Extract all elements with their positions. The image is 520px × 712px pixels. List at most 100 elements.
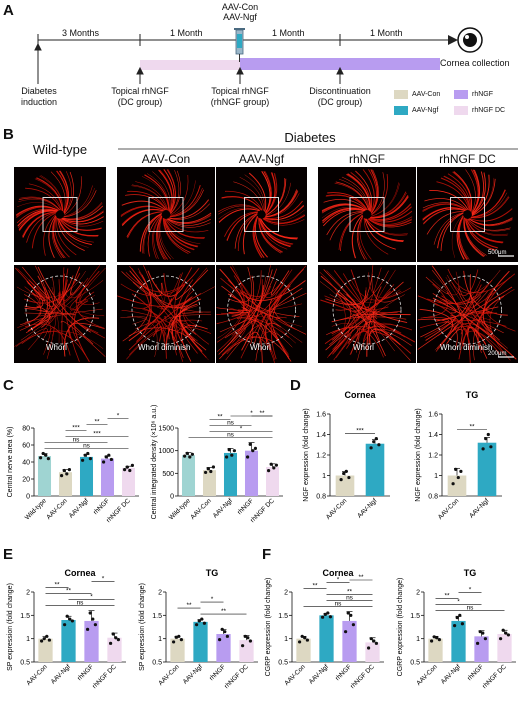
f-left-bar-3 xyxy=(365,642,380,662)
e-left-xtick-label-3: rhNGF DC xyxy=(91,663,118,690)
c-left-xtick-label-2: AAV-Ngf xyxy=(68,497,90,519)
d-left-ytick-label-0: 0.8 xyxy=(316,494,326,501)
d-right-ytick-label-2: 1.2 xyxy=(428,453,438,460)
f-right-point-1-2 xyxy=(458,613,462,617)
f-left-point-2-3 xyxy=(351,623,355,627)
c-left-xtick-label-1: AAV-Con xyxy=(45,497,69,521)
c-right-point-3-0 xyxy=(246,455,250,459)
c-left-point-2-1 xyxy=(83,453,87,457)
panel-letter-c: C xyxy=(3,377,14,394)
event-topical-dc: Topical rhNGF (DC group) xyxy=(100,86,180,108)
d-right-point-0-2 xyxy=(456,475,460,480)
e-right-ylabel: SP expression (fold change) xyxy=(139,583,146,671)
event-diabetes-line1: Diabetes xyxy=(21,86,57,96)
d-right-ytick-label-3: 1.4 xyxy=(428,432,438,439)
f-right-point-0-0 xyxy=(430,639,434,643)
d-right-sig-label-0: ** xyxy=(469,424,475,431)
f-right-point-2-3 xyxy=(483,637,487,641)
c-left-sig-label-3: *** xyxy=(72,425,80,432)
e-right-point-3-2 xyxy=(246,636,250,640)
e-right-point-3-1 xyxy=(243,634,247,638)
legend-swatch-rhngf-dc xyxy=(454,106,468,115)
f-left-point-1-1 xyxy=(323,612,327,617)
c-right-point-0-2 xyxy=(188,455,192,459)
e-right-point-0-3 xyxy=(179,638,183,642)
c-left-sig-label-1: ns xyxy=(73,437,81,444)
e-right-point-2-2 xyxy=(223,630,227,634)
d-left-point-0-1 xyxy=(342,471,346,476)
c-left-ytick-label-1: 20 xyxy=(22,477,30,484)
d-right-xtick-label-0: AAV-Con xyxy=(437,497,461,521)
d-right-ytick-label-1: 1 xyxy=(434,473,438,480)
f-left-xtick-label-3: rhNGF DC xyxy=(349,663,376,690)
f-right-xtick-label-3: rhNGF DC xyxy=(481,663,508,690)
f-right-point-2-1 xyxy=(478,630,482,634)
e-left-xtick-label-2: rhNGF xyxy=(76,663,95,682)
e-left-point-2-0 xyxy=(86,627,90,631)
e-left-title: Cornea xyxy=(64,568,96,578)
f-left-point-1-3 xyxy=(328,615,332,619)
f-left-point-3-2 xyxy=(372,639,376,643)
diabetes-bracket xyxy=(118,148,518,150)
e-right-xtick-label-0: AAV-Con xyxy=(157,663,181,687)
d-right-bar-0 xyxy=(447,475,467,496)
legend-swatch-aav-ngf xyxy=(394,106,408,115)
c-left-ylabel: Central nerve area (%) xyxy=(7,427,14,498)
f-right-ytick-label-1: 1 xyxy=(416,636,420,643)
e-left-point-1-2 xyxy=(68,617,72,621)
d-left-point-1-3 xyxy=(377,443,381,447)
f-left-sig-label-5: ** xyxy=(358,574,364,581)
c-right-point-1-3 xyxy=(211,465,215,469)
panel-letter-a: A xyxy=(3,2,14,19)
f-right-point-1-1 xyxy=(455,616,459,620)
d-right-xtick-label-1: AAV-Ngf xyxy=(468,497,490,519)
e-right-ytick-label-0: 0.5 xyxy=(152,660,162,667)
timeline-arrowhead xyxy=(448,35,458,45)
column-header-rhngf-dc: rhNGF DC xyxy=(439,152,496,166)
e-left-point-1-0 xyxy=(63,623,67,627)
timeline-svg xyxy=(34,27,483,115)
d-left-ytick-label-1: 1 xyxy=(322,473,326,480)
c-right-point-0-0 xyxy=(183,454,187,458)
diabetes-header: Diabetes xyxy=(284,130,336,145)
d-left-ytick-label-4: 1.6 xyxy=(316,412,326,419)
e-left-sig-label-2: ** xyxy=(66,588,72,595)
d-right-point-1-1 xyxy=(484,437,488,441)
f-right-point-2-2 xyxy=(481,631,485,635)
d-left-bar-0 xyxy=(335,475,355,496)
legend-label-aav-ngf: AAV-Ngf xyxy=(412,107,439,114)
cornea-overview-image-5 xyxy=(417,167,518,262)
c-left-point-1-1 xyxy=(62,468,66,473)
e-left-bar-0 xyxy=(38,638,53,662)
c-right-ytick-label-3: 1500 xyxy=(158,426,174,433)
d-left-bar-1 xyxy=(365,443,385,496)
event-diabetes: Diabetes induction xyxy=(8,86,70,108)
c-left-bar-4 xyxy=(121,467,136,496)
c-right-point-1-0 xyxy=(204,470,208,475)
c-left-sig-label-0: ns xyxy=(83,443,91,450)
panel-letter-b: B xyxy=(3,126,14,143)
f-right-sig-label-2: ** xyxy=(444,592,450,599)
e-left-point-2-1 xyxy=(88,611,92,615)
d-right-bar-1 xyxy=(477,442,497,496)
event-discontinuation: Discontinuation (DC group) xyxy=(300,86,380,108)
f-right-point-3-2 xyxy=(504,631,508,635)
c-left-point-4-2 xyxy=(128,468,132,473)
e-left-point-3-2 xyxy=(114,636,118,640)
whorl-label-wild-type: Whorl xyxy=(46,343,67,352)
d-right-point-1-0 xyxy=(481,447,485,451)
f-right-ytick-label-3: 2 xyxy=(416,590,420,597)
e-right-xtick-label-3: rhNGF DC xyxy=(223,663,250,690)
f-right-point-3-1 xyxy=(501,628,505,632)
e-right-point-3-0 xyxy=(241,644,245,648)
c-left-point-0-2 xyxy=(44,453,48,457)
f-left-point-0-2 xyxy=(303,636,307,640)
c-right-point-4-2 xyxy=(272,466,276,470)
d-right-ytick-label-4: 1.6 xyxy=(428,412,438,419)
e-left-xtick-label-0: AAV-Con xyxy=(25,663,49,687)
d-left-title: Cornea xyxy=(344,390,376,400)
c-right-xtick-label-0: Wild-type xyxy=(168,497,192,521)
e-right-ytick-label-1: 1 xyxy=(158,636,162,643)
e-left-point-3-3 xyxy=(116,638,120,642)
f-right-point-3-0 xyxy=(499,637,503,641)
